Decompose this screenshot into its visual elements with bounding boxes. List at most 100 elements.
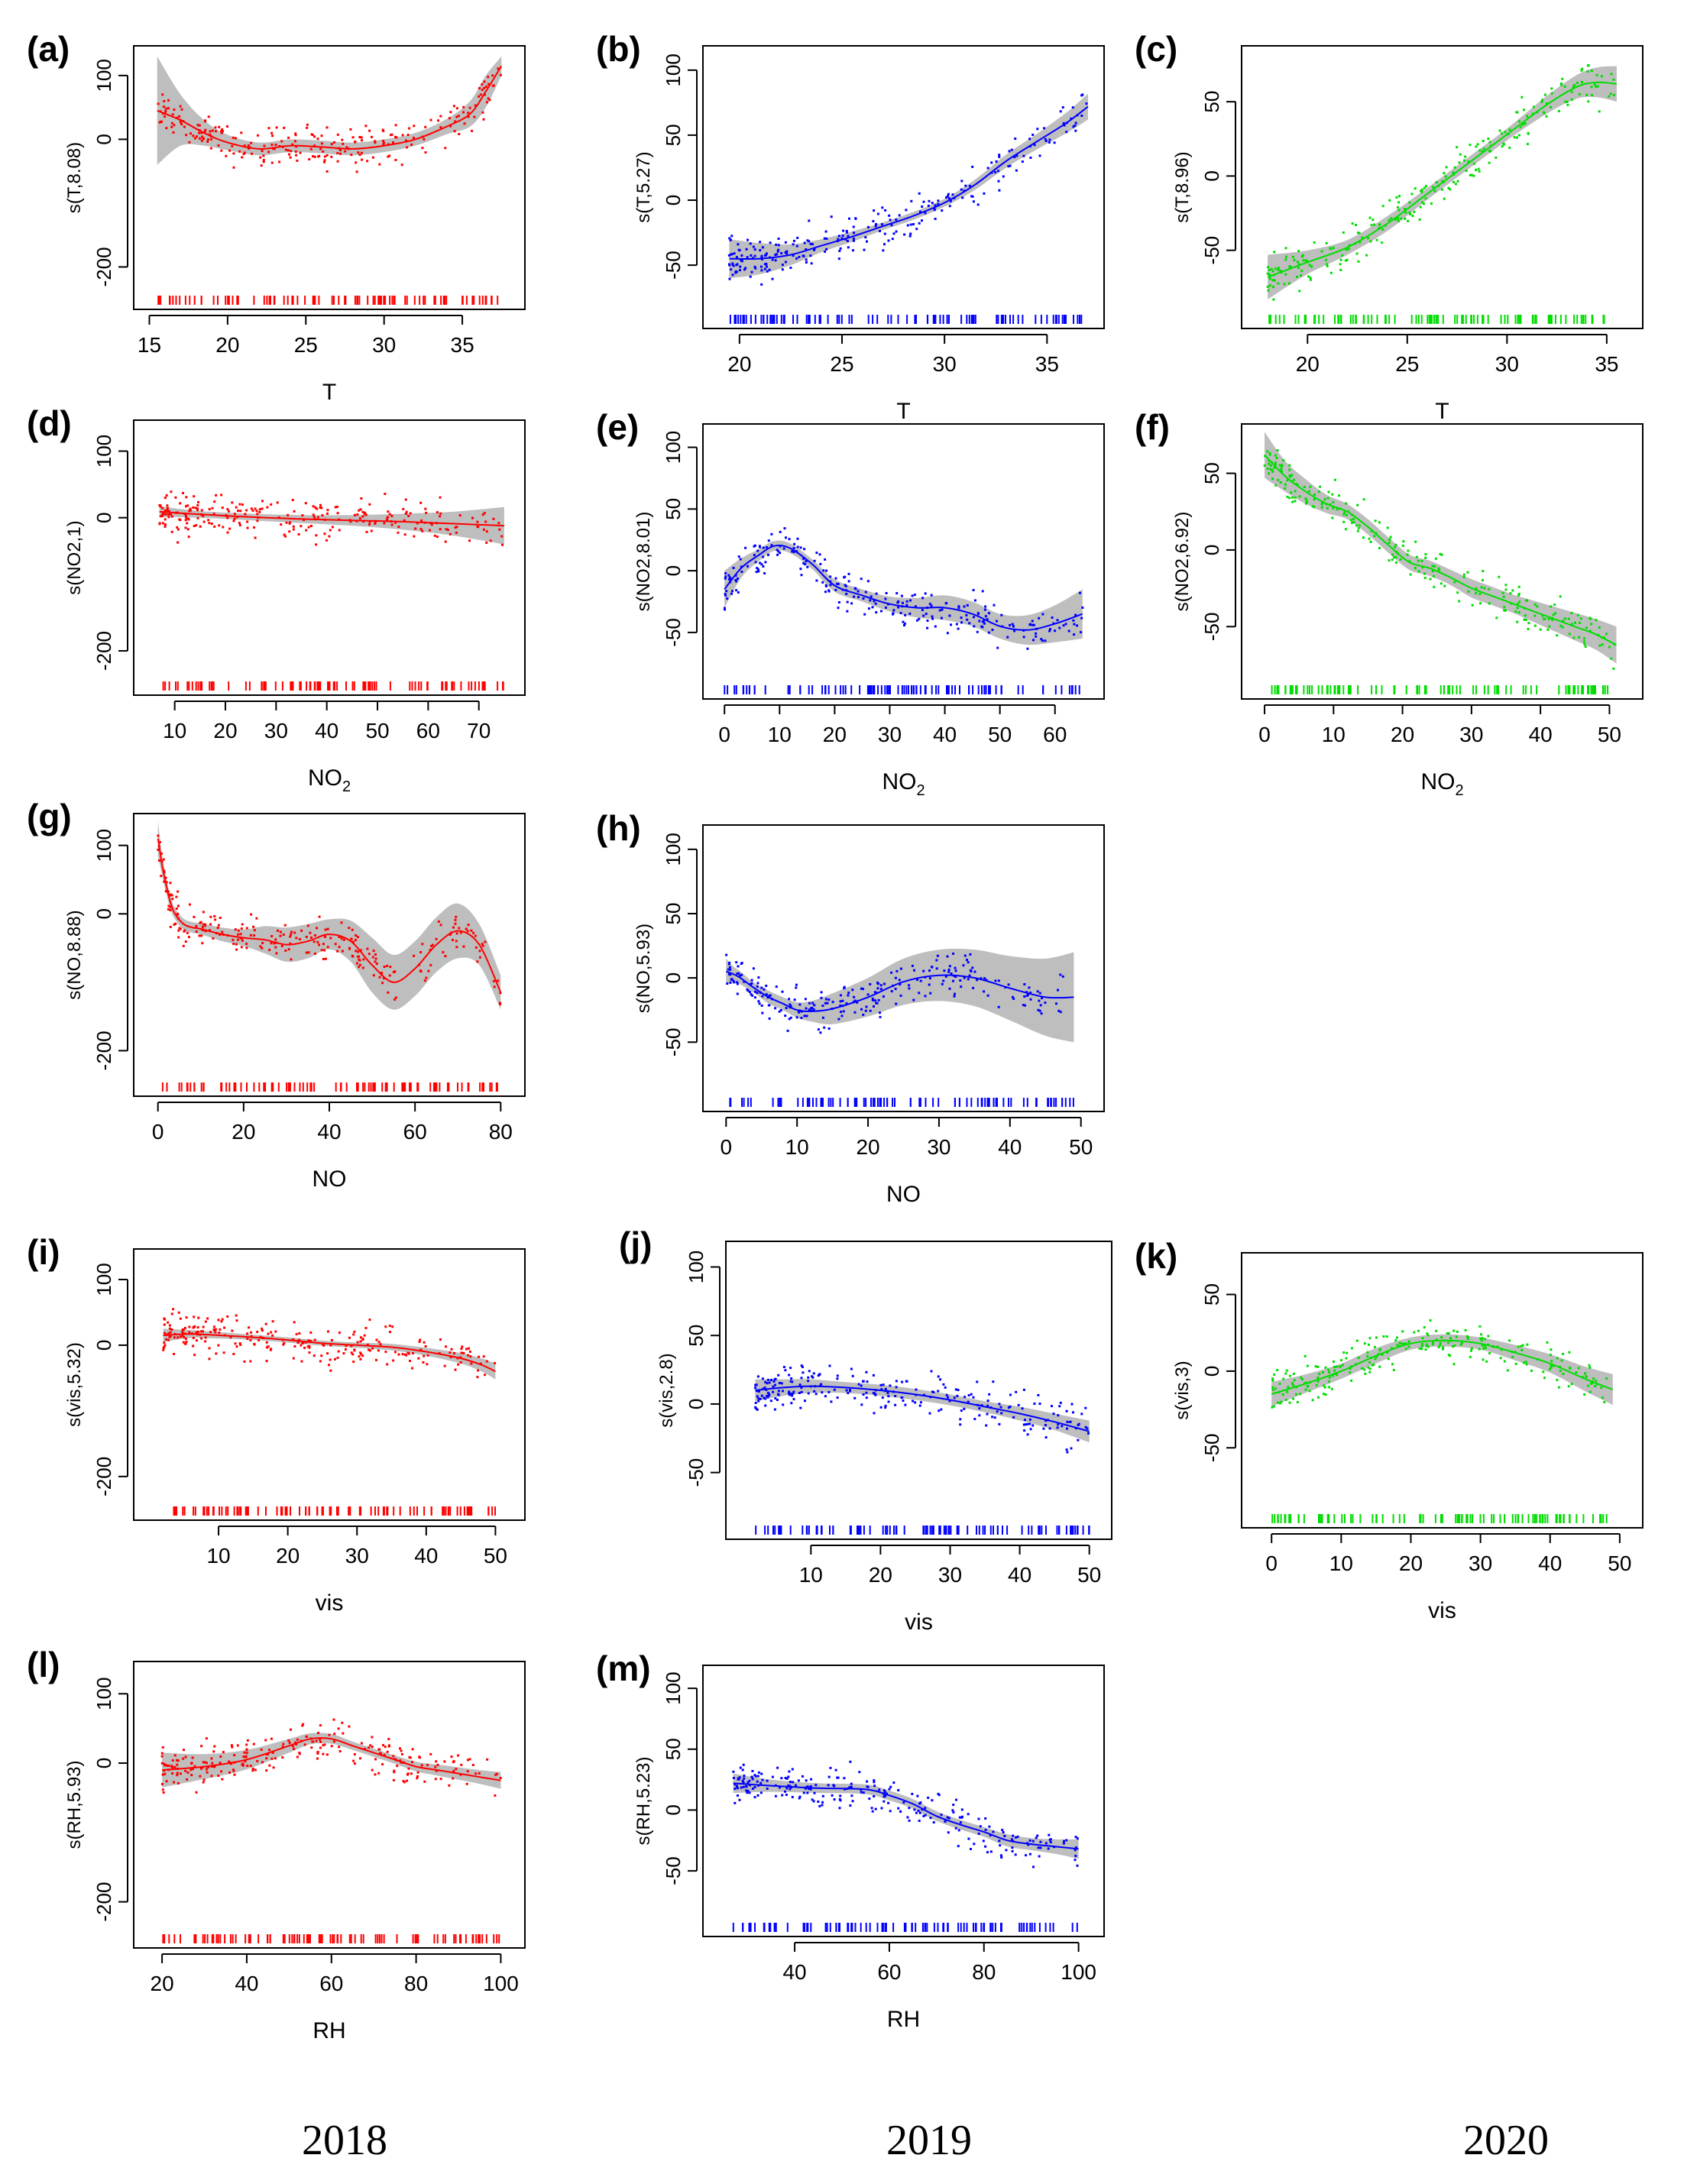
residual-point [495, 1772, 498, 1775]
residual-point [792, 254, 795, 257]
residual-point [1271, 1389, 1274, 1391]
residual-point [1598, 626, 1601, 629]
residual-point [870, 1807, 873, 1810]
residual-point [921, 205, 924, 208]
residual-point [235, 943, 238, 946]
residual-point [1508, 1339, 1511, 1342]
plot-frame [133, 419, 526, 696]
residual-point [940, 1814, 943, 1817]
residual-point [185, 505, 187, 508]
residual-point [169, 1331, 172, 1334]
residual-point [792, 239, 795, 242]
residual-point [1517, 134, 1520, 137]
residual-point [165, 890, 167, 893]
residual-point [1556, 1378, 1559, 1381]
residual-point [737, 591, 740, 594]
residual-point [972, 200, 975, 203]
residual-point [314, 506, 317, 509]
residual-point [1080, 94, 1083, 97]
residual-point [1503, 606, 1506, 609]
residual-point [276, 501, 279, 504]
residual-point [308, 158, 311, 160]
residual-point [265, 1346, 268, 1349]
residual-point [741, 1768, 744, 1771]
residual-point [1065, 1839, 1068, 1842]
residual-point [1439, 1341, 1442, 1344]
residual-point [753, 1796, 756, 1799]
residual-point [1022, 154, 1025, 157]
residual-point [222, 526, 225, 529]
residual-point [746, 565, 749, 568]
residual-point [320, 142, 323, 145]
residual-point [764, 1404, 767, 1407]
residual-point [1037, 1393, 1040, 1396]
residual-point [736, 578, 739, 580]
residual-point [1059, 1401, 1062, 1404]
residual-point [1296, 484, 1299, 487]
residual-point [407, 515, 410, 517]
residual-point [1543, 617, 1546, 620]
residual-point [277, 929, 279, 932]
residual-point [319, 1360, 322, 1363]
residual-point [1432, 574, 1435, 578]
residual-point [1319, 485, 1322, 488]
residual-point [1282, 459, 1285, 462]
residual-point [200, 139, 203, 142]
residual-point [176, 1759, 180, 1762]
residual-point [1015, 169, 1018, 172]
year-label-2019: 2019 [886, 2117, 972, 2164]
residual-point [300, 929, 303, 932]
residual-point [293, 140, 296, 143]
y-tick-label: 0 [92, 1758, 115, 1768]
residual-point [768, 268, 771, 271]
residual-point [201, 942, 204, 945]
residual-point [1440, 1336, 1443, 1339]
residual-point [185, 1316, 188, 1319]
residual-point [341, 950, 344, 953]
residual-point [1059, 110, 1062, 113]
residual-point [494, 1794, 497, 1797]
residual-point [256, 513, 259, 516]
residual-point [204, 923, 207, 926]
residual-point [777, 1373, 780, 1377]
residual-point [375, 1358, 377, 1361]
residual-point [1513, 136, 1516, 139]
residual-point [1472, 174, 1475, 177]
y-tick-label: 0 [92, 908, 115, 919]
residual-point [1343, 511, 1346, 514]
residual-point [1344, 259, 1347, 262]
residual-point [310, 1746, 313, 1749]
residual-point [1465, 170, 1468, 173]
residual-point [336, 160, 339, 163]
residual-point [336, 152, 339, 154]
residual-point [1277, 268, 1280, 271]
residual-point [1387, 1357, 1390, 1361]
residual-point [226, 125, 228, 128]
residual-point [1472, 162, 1475, 165]
panel-label: (f) [1135, 407, 1170, 447]
residual-point [209, 147, 212, 150]
residual-point [381, 1763, 384, 1766]
residual-point [262, 160, 265, 163]
x-tick-label: 40 [315, 719, 338, 743]
x-tick-label: 80 [972, 1960, 996, 1984]
residual-point [813, 559, 816, 562]
residual-point [761, 1778, 764, 1781]
residual-point [1551, 618, 1554, 621]
residual-point [358, 966, 361, 969]
residual-point [827, 1775, 831, 1778]
residual-point [1381, 228, 1384, 231]
residual-point [1550, 1364, 1553, 1367]
residual-point [372, 974, 375, 977]
residual-point [487, 97, 490, 100]
residual-point [846, 610, 849, 613]
residual-point [911, 1792, 914, 1795]
y-tick-label: 50 [662, 124, 685, 146]
x-tick-label: 10 [1322, 723, 1346, 746]
y-axis-label: s(NO,8.88) [64, 910, 85, 999]
residual-point [319, 1740, 322, 1743]
residual-point [742, 1785, 745, 1788]
residual-point [984, 1817, 987, 1820]
residual-point [1300, 255, 1303, 258]
